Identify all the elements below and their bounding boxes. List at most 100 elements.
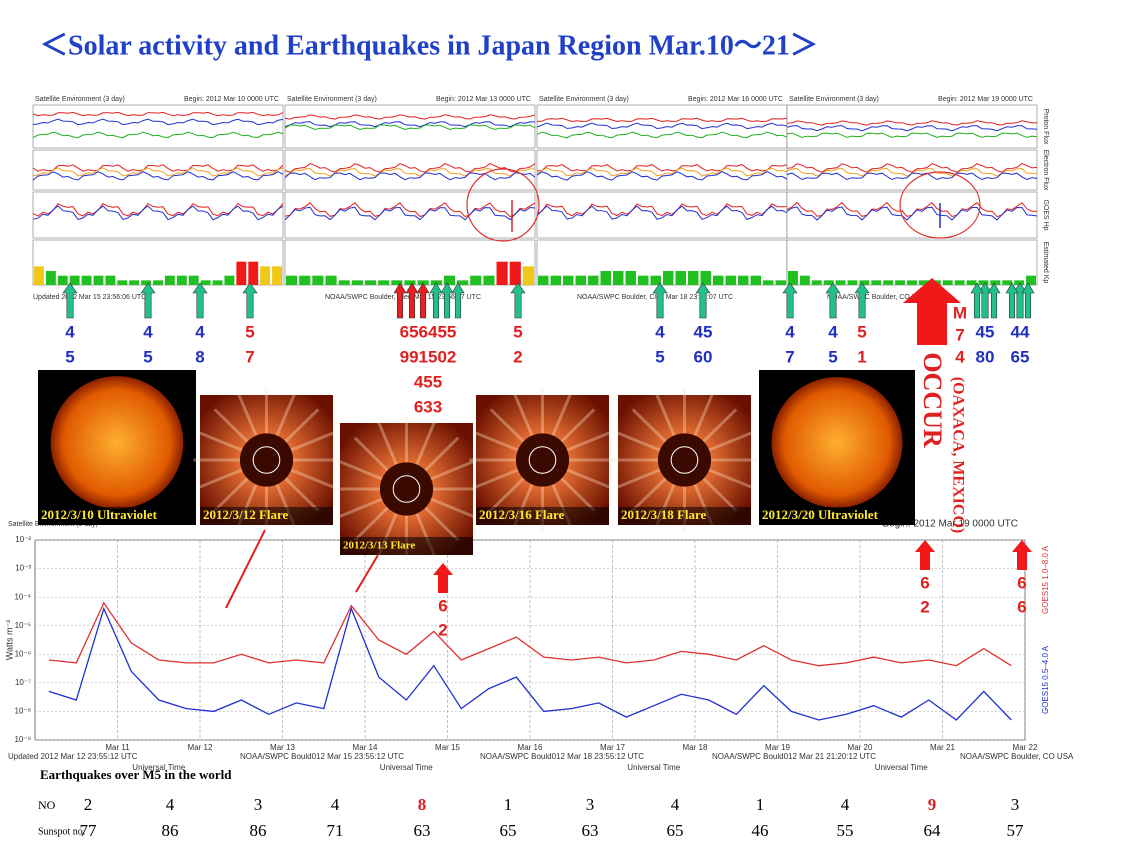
quake-label: 7 — [785, 347, 794, 366]
kp-bar — [325, 275, 337, 285]
trace — [284, 114, 536, 120]
quake-label: 4 — [655, 322, 665, 341]
row-label: NO — [38, 798, 56, 812]
image-caption: 2012/3/16 Flare — [479, 507, 565, 522]
x-tick-label: Mar 11 — [105, 743, 130, 752]
kp-bar — [272, 266, 282, 285]
trace — [284, 121, 536, 128]
kp-bar — [918, 280, 929, 285]
row-label: Sunspot no. — [38, 826, 85, 837]
sun-outline — [392, 475, 421, 503]
kp-bar — [725, 275, 736, 285]
trace — [32, 167, 284, 177]
x-axis-label: Universal Time — [627, 763, 680, 772]
trace — [786, 206, 1038, 221]
kp-bar — [675, 271, 686, 285]
arrow — [987, 282, 1001, 319]
caption-bg — [618, 507, 751, 525]
arrow — [429, 282, 443, 319]
panel-begin: Begin: 2012 Mar 19 0000 UTC — [938, 96, 1033, 103]
kp-bar — [650, 275, 661, 285]
trace — [536, 164, 788, 172]
trace — [32, 202, 284, 217]
quake-label: 5 — [245, 322, 254, 341]
kp-bar — [299, 275, 311, 285]
kp-bar — [164, 275, 175, 285]
trace — [536, 117, 788, 123]
cell: 4 — [166, 795, 175, 814]
kp-bar — [625, 271, 636, 285]
cell: 55 — [837, 821, 854, 840]
trace — [536, 122, 788, 130]
occur-text: OCCUR — [918, 352, 947, 448]
cell: 1 — [756, 795, 765, 814]
highlight-circle — [466, 168, 540, 242]
panel-header: Satellite Environment (3 day) — [539, 96, 629, 103]
kp-bar — [895, 280, 906, 285]
arrow — [393, 282, 407, 319]
xray-footer: NOAA/SWPC Bould012 Mar 18 23:55:12 UTC — [480, 752, 644, 761]
trace — [284, 202, 536, 218]
quake-label: 45 — [694, 322, 713, 341]
quake-label: 4 — [143, 322, 153, 341]
kp-bar — [81, 275, 92, 285]
panel-frame — [32, 149, 284, 191]
sun-outline — [252, 446, 281, 474]
kp-bar — [700, 271, 711, 285]
x-tick-label: Mar 16 — [518, 743, 543, 752]
trace — [32, 164, 284, 172]
kp-bar — [1002, 280, 1013, 285]
x-axis-label: Universal Time — [132, 763, 185, 772]
kp-bar — [738, 275, 749, 285]
kp-bar — [847, 280, 858, 285]
arrow — [405, 282, 419, 319]
x-tick-label: Mar 12 — [188, 743, 213, 752]
arrow — [451, 282, 465, 319]
cell: 71 — [327, 821, 344, 840]
x-tick-label: Mar 14 — [353, 743, 378, 752]
quake-label: 65 — [1011, 347, 1030, 366]
kp-bar — [430, 280, 442, 285]
kp-bar — [404, 280, 416, 285]
kp-bar — [117, 280, 128, 285]
arrow — [62, 282, 78, 319]
arrow — [1021, 282, 1035, 319]
kp-bar — [351, 280, 363, 285]
trace — [536, 131, 788, 139]
cell: 64 — [924, 821, 942, 840]
kp-bar — [823, 280, 834, 285]
legend-entry: GOES15 0.5–4.0 A — [1041, 645, 1050, 714]
kp-bar — [799, 275, 810, 285]
quake-label: 8 — [195, 347, 204, 366]
panel-begin: Begin: 2012 Mar 13 0000 UTC — [436, 96, 531, 103]
panel-frame — [536, 239, 788, 286]
cell: 2 — [84, 795, 93, 814]
xray-footer: NOAA/SWPC Boulder, CO USA — [960, 752, 1074, 761]
y-axis-label: Watts m⁻² — [4, 620, 14, 660]
cell: 4 — [671, 795, 680, 814]
x-axis-label: Universal Time — [380, 763, 433, 772]
cell: 65 — [667, 821, 684, 840]
quake-label: 5 — [513, 322, 522, 341]
cell: 1 — [504, 795, 513, 814]
quake-label: 4 — [828, 322, 838, 341]
trace — [32, 111, 284, 117]
occulter — [515, 433, 570, 487]
panel-header: Satellite Environment (3 day) — [35, 96, 125, 103]
x-tick-label: Mar 18 — [683, 743, 708, 752]
trace — [786, 120, 1038, 126]
kp-bar — [153, 280, 163, 285]
x-tick-label: Mar 17 — [600, 743, 625, 752]
kp-bar — [45, 271, 56, 285]
quake-label: 656455 — [400, 322, 457, 341]
table-title: Earthquakes over M5 in the world — [40, 767, 232, 782]
panel-begin: Begin: 2012 Mar 10 0000 UTC — [184, 96, 279, 103]
trace — [536, 167, 788, 177]
arrow — [1005, 282, 1019, 319]
kp-bar — [496, 261, 508, 285]
trace — [32, 205, 284, 221]
kp-bar — [224, 275, 235, 285]
occulter — [657, 433, 712, 487]
sun-disk — [771, 376, 903, 509]
